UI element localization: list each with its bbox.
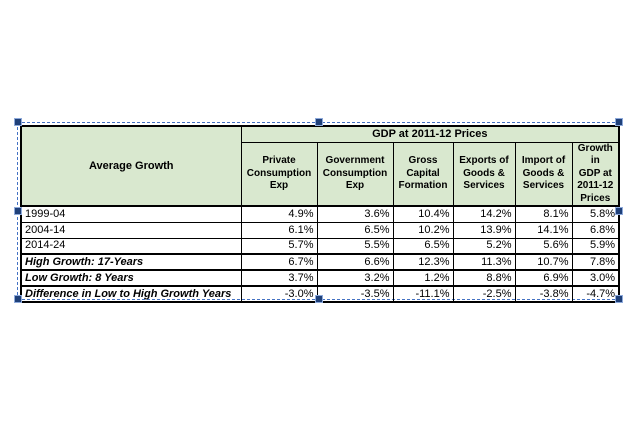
value-cell[interactable]: 12.3%	[392, 253, 454, 271]
value-cell[interactable]: 11.3%	[452, 253, 516, 271]
selection-handle-bottom-middle[interactable]	[315, 295, 323, 303]
value-cell[interactable]: 5.7%	[240, 237, 318, 255]
value-cell[interactable]: 6.5%	[392, 237, 454, 255]
corner-header-cell[interactable]: Average Growth	[20, 125, 242, 207]
column-header-imports[interactable]: Import of Goods & Services	[514, 141, 573, 207]
value-cell[interactable]: 6.9%	[514, 269, 573, 287]
value-cell[interactable]: 6.5%	[316, 221, 394, 239]
table-row: 2004-14 6.1% 6.5% 10.2% 13.9% 14.1% 6.8%	[20, 221, 620, 239]
group-header-cell[interactable]: GDP at 2011-12 Prices	[240, 125, 620, 143]
selection-handle-middle-right[interactable]	[615, 207, 623, 215]
value-cell[interactable]: 6.1%	[240, 221, 318, 239]
selection-handle-top-middle[interactable]	[315, 118, 323, 126]
value-cell[interactable]: -3.5%	[316, 285, 394, 303]
table-row: 1999-04 4.9% 3.6% 10.4% 14.2% 8.1% 5.8%	[20, 205, 620, 223]
column-header-exports[interactable]: Exports of Goods & Services	[452, 141, 516, 207]
value-cell[interactable]: 6.8%	[571, 221, 620, 239]
selection-handle-top-left[interactable]	[14, 118, 22, 126]
value-cell[interactable]: 10.4%	[392, 205, 454, 223]
value-cell[interactable]: 3.0%	[571, 269, 620, 287]
column-header-government-consumption[interactable]: Government Consumption Exp	[316, 141, 394, 207]
value-cell[interactable]: 3.2%	[316, 269, 394, 287]
column-header-gross-capital[interactable]: Gross Capital Formation	[392, 141, 454, 207]
value-cell[interactable]: 8.1%	[514, 205, 573, 223]
value-cell[interactable]: -3.8%	[514, 285, 573, 303]
value-cell[interactable]: 6.7%	[240, 253, 318, 271]
value-cell[interactable]: -4.7%	[571, 285, 620, 303]
value-cell[interactable]: 5.6%	[514, 237, 573, 255]
table-row-low-growth: Low Growth: 8 Years 3.7% 3.2% 1.2% 8.8% …	[20, 269, 620, 287]
column-header-gdp-growth[interactable]: Growth in GDP at 2011-12 Prices	[571, 141, 620, 207]
value-cell[interactable]: 5.9%	[571, 237, 620, 255]
selection-handle-top-right[interactable]	[615, 118, 623, 126]
table-row-high-growth: High Growth: 17-Years 6.7% 6.6% 12.3% 11…	[20, 253, 620, 271]
row-label[interactable]: Difference in Low to High Growth Years	[20, 285, 242, 303]
table-row: 2014-24 5.7% 5.5% 6.5% 5.2% 5.6% 5.9%	[20, 237, 620, 255]
value-cell[interactable]: 13.9%	[452, 221, 516, 239]
row-label[interactable]: 1999-04	[20, 205, 242, 223]
selection-handle-middle-left[interactable]	[14, 207, 22, 215]
row-label[interactable]: 2004-14	[20, 221, 242, 239]
column-header-private-consumption[interactable]: Private Consumption Exp	[240, 141, 318, 207]
value-cell[interactable]: 10.7%	[514, 253, 573, 271]
value-cell[interactable]: 14.1%	[514, 221, 573, 239]
value-cell[interactable]: 7.8%	[571, 253, 620, 271]
value-cell[interactable]: -2.5%	[452, 285, 516, 303]
value-cell[interactable]: 4.9%	[240, 205, 318, 223]
row-label[interactable]: 2014-24	[20, 237, 242, 255]
row-label[interactable]: Low Growth: 8 Years	[20, 269, 242, 287]
value-cell[interactable]: 3.7%	[240, 269, 318, 287]
value-cell[interactable]: -3.0%	[240, 285, 318, 303]
value-cell[interactable]: 10.2%	[392, 221, 454, 239]
value-cell[interactable]: 5.5%	[316, 237, 394, 255]
selection-handle-bottom-left[interactable]	[14, 295, 22, 303]
selection-handle-bottom-right[interactable]	[615, 295, 623, 303]
gdp-growth-table: Average Growth GDP at 2011-12 Prices Pri…	[20, 125, 621, 303]
value-cell[interactable]: 1.2%	[392, 269, 454, 287]
value-cell[interactable]: 6.6%	[316, 253, 394, 271]
value-cell[interactable]: 14.2%	[452, 205, 516, 223]
value-cell[interactable]: 5.8%	[571, 205, 620, 223]
table-row-difference: Difference in Low to High Growth Years -…	[20, 285, 620, 303]
value-cell[interactable]: 8.8%	[452, 269, 516, 287]
value-cell[interactable]: 5.2%	[452, 237, 516, 255]
value-cell[interactable]: 3.6%	[316, 205, 394, 223]
row-label[interactable]: High Growth: 17-Years	[20, 253, 242, 271]
value-cell[interactable]: -11.1%	[392, 285, 454, 303]
